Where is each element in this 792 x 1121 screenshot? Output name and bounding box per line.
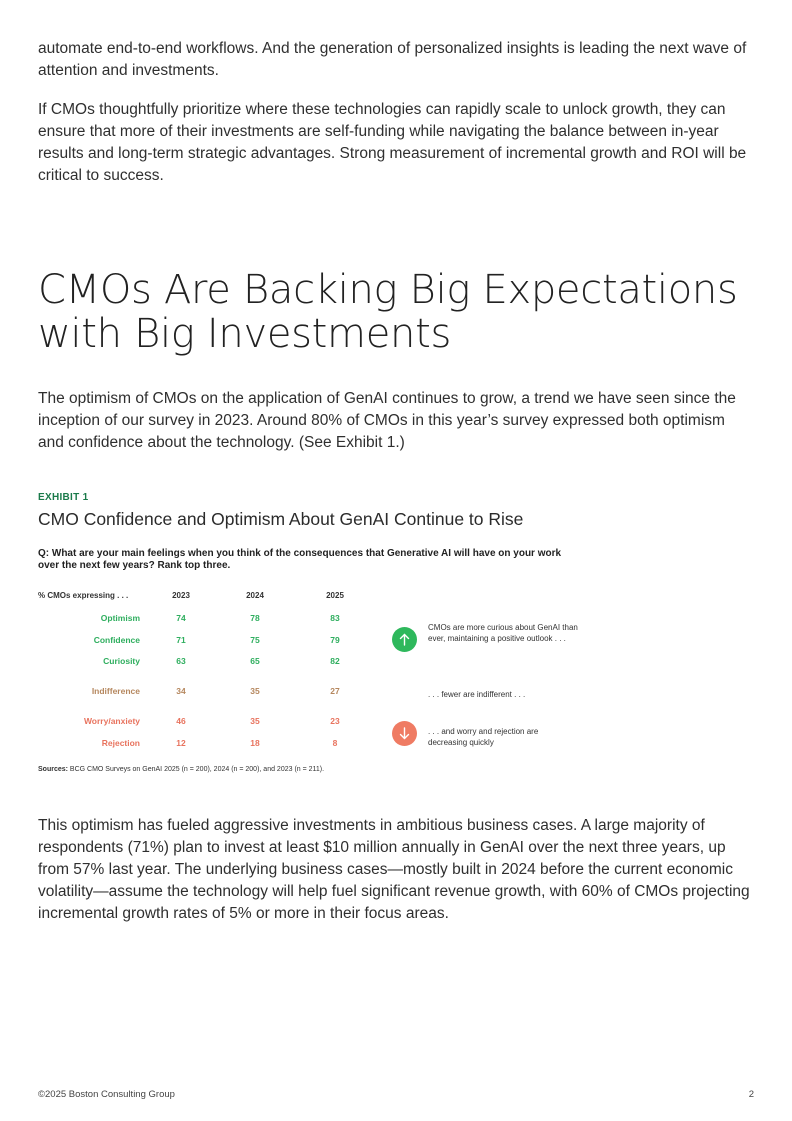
table-cell: 46	[176, 716, 186, 726]
arrow-down-icon	[392, 721, 417, 746]
year-header: 2025	[326, 591, 344, 600]
arrow-up-icon-glyph	[399, 633, 410, 646]
table-cell: 12	[176, 738, 186, 748]
table-cell: 71	[176, 635, 186, 645]
table-cell: 34	[176, 686, 186, 696]
body-paragraph-3: The optimism of CMOs on the application …	[38, 390, 736, 451]
year-header: 2023	[172, 591, 190, 600]
note-up: CMOs are more curious about GenAI than e…	[428, 623, 578, 643]
sources-label: Sources:	[38, 766, 68, 773]
table-cell: 35	[250, 716, 260, 726]
table-cell: 75	[250, 635, 260, 645]
page-number: 2	[748, 1089, 754, 1100]
section-heading: CMOs Are Backing Big Expectations with B…	[38, 267, 738, 357]
table-cell: 78	[250, 613, 260, 623]
exhibit-tag: EXHIBIT 1	[38, 492, 89, 503]
body-paragraph-2: If CMOs thoughtfully prioritize where th…	[38, 101, 747, 184]
year-header: 2024	[246, 591, 264, 600]
sources-text: BCG CMO Surveys on GenAI 2025 (n = 200),…	[69, 766, 325, 773]
table-cell: 63	[176, 656, 186, 666]
body-paragraph-4: This optimism has fueled aggressive inve…	[38, 817, 750, 922]
sources-note: Sources: BCG CMO Surveys on GenAI 2025 (…	[38, 766, 324, 773]
table-cell: 82	[330, 656, 340, 666]
table-cell: 35	[250, 686, 260, 696]
row-label-optimism: Optimism	[100, 613, 140, 623]
table-cell: 18	[250, 738, 260, 748]
note-mid: . . . fewer are indifferent . . .	[428, 690, 526, 699]
table-header-label: % CMOs expressing . . .	[38, 591, 129, 600]
table-cell: 23	[330, 716, 340, 726]
table-cell: 79	[330, 635, 340, 645]
row-label-rejection: Rejection	[101, 738, 140, 748]
table-cell: 65	[250, 656, 260, 666]
arrow-down-icon-glyph	[399, 727, 410, 740]
table-cell: 27	[330, 686, 340, 696]
exhibit-title: CMO Confidence and Optimism About GenAI …	[38, 509, 524, 529]
note-down: . . . and worry and rejection are decrea…	[428, 727, 539, 747]
arrow-up-icon	[392, 627, 417, 652]
table-cell: 83	[330, 613, 340, 623]
table-cell: 8	[332, 738, 338, 748]
row-label-worry: Worry/anxiety	[83, 716, 140, 726]
row-label-confidence: Confidence	[93, 635, 140, 645]
row-label-curiosity: Curiosity	[103, 656, 140, 666]
survey-question: Q: What are your main feelings when you …	[38, 548, 562, 571]
row-label-indifference: Indifference	[91, 686, 140, 696]
footer-copyright: ©2025 Boston Consulting Group	[38, 1089, 175, 1100]
body-paragraph-1: automate end-to-end workflows. And the g…	[38, 40, 747, 79]
table-cell: 74	[176, 613, 186, 623]
